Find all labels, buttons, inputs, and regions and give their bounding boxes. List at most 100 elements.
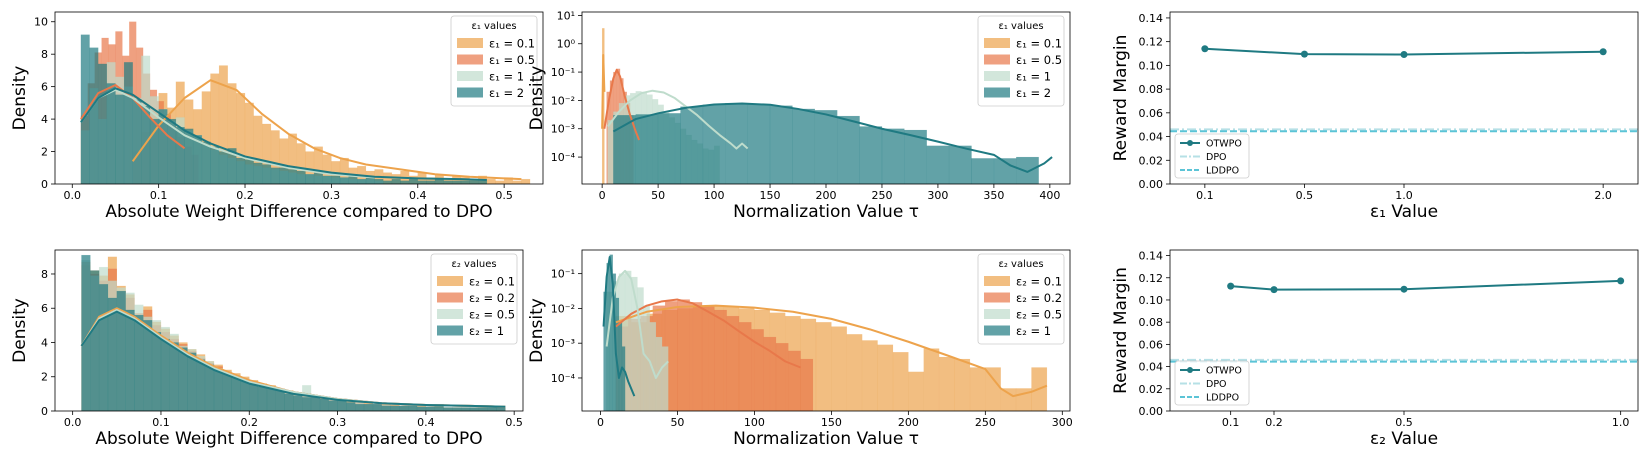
panel-f-plot-area: [1170, 277, 1638, 363]
x-tick-label: 1.0: [1395, 189, 1413, 202]
kde-line-2: [80, 87, 487, 181]
panel-f-x-ticks: 0.1 0.2 0.5 1.0: [1222, 411, 1629, 429]
panel-e-x-ticks: 0 50 100 150 200 250 300: [597, 411, 1073, 429]
legend-swatch-0-5: [457, 54, 483, 65]
hist-bar: [443, 180, 453, 184]
hist-bar: [661, 346, 669, 411]
y-tick-label: 0.10: [1139, 59, 1164, 72]
y-tick-label: 6: [41, 302, 48, 315]
panel-d-plot-area: [80, 254, 506, 411]
hist-bar: [512, 180, 522, 184]
hist-bar: [288, 169, 298, 184]
hist-bar: [210, 146, 220, 184]
series-2-bars: [613, 102, 1039, 184]
panel-c-x-ticks: 0.1 0.5 1.0 2.0: [1196, 184, 1612, 202]
kde-line-0-1: [131, 79, 522, 181]
legend-label-0-1: ε₁ = 0.1: [1016, 37, 1062, 51]
hist-bar: [969, 367, 986, 411]
y-tick-label: 0.12: [1139, 36, 1164, 49]
x-tick-label: 0.3: [329, 416, 347, 429]
legend-marker-otwpo: [1187, 140, 1193, 146]
hist-bar: [788, 350, 801, 411]
y-tick-label: 4: [41, 336, 48, 349]
hist-bar: [452, 407, 462, 411]
hist-bar: [971, 158, 995, 184]
panel-f-legend: OTWPO DPO LDDPO: [1174, 360, 1250, 406]
y-tick-label: 0.02: [1139, 154, 1164, 167]
panel-b-y-ticks: 10⁻⁴ 10⁻³ 10⁻² 10⁻¹ 10⁰ 10¹: [551, 9, 582, 164]
y-tick-label: 10: [34, 16, 48, 29]
y-tick-label: 10⁻¹: [551, 268, 575, 281]
otwpo-point: [1300, 50, 1308, 58]
x-tick-label: 100: [744, 416, 765, 429]
hist-bar: [365, 177, 375, 184]
legend-title: ε₁ values: [471, 21, 516, 32]
x-tick-label: 0.0: [64, 189, 82, 202]
hist-bar: [257, 386, 268, 411]
hist-bar: [319, 398, 329, 411]
otwpo-point: [1400, 50, 1408, 58]
hist-bar: [175, 127, 185, 184]
hist-bar: [97, 63, 108, 184]
hist-bar: [244, 159, 254, 184]
hist-bar: [487, 407, 497, 411]
x-tick-label: 0.4: [409, 189, 427, 202]
hist-bar: [521, 178, 531, 184]
panel-f: 0.1 0.2 0.5 1.0 0.00 0.02 0.04 0.06 0.08 0.10 0.12…: [1111, 250, 1639, 449]
panel-c-legend: OTWPO DPO LDDPO: [1174, 133, 1250, 179]
panel-a: 0.0 0.1 0.2 0.3 0.4 0.5 0 2 4 6 8 10 Absolute Weight…: [10, 11, 544, 222]
hist-bar: [236, 157, 246, 184]
hist-bar: [881, 128, 905, 184]
hist-bar: [275, 390, 285, 411]
y-tick-label: 10⁻³: [551, 123, 575, 136]
panel-e-axes-frame: [581, 249, 1071, 412]
hist-bar: [262, 164, 272, 184]
y-axis-label: Density: [10, 298, 30, 363]
x-tick-label: 50: [670, 416, 684, 429]
y-tick-label: 2: [41, 146, 48, 159]
kde-line-1: [602, 256, 636, 397]
hist-bar: [495, 180, 505, 184]
y-axis-label: Density: [527, 66, 547, 131]
x-axis-label: Absolute Weight Difference compared to D…: [105, 202, 492, 222]
hist-bar: [134, 314, 144, 411]
x-tick-label: 200: [816, 189, 837, 202]
y-tick-label: 10¹: [557, 9, 575, 22]
legend-label-0-5: ε₂ = 0.5: [469, 308, 515, 322]
hist-bar: [478, 407, 488, 411]
y-tick-label: 2: [41, 371, 48, 384]
hist-bar: [938, 356, 955, 411]
hist-bar: [125, 309, 135, 411]
legend-label-0-5: ε₂ = 0.5: [1016, 308, 1062, 322]
hist-bar: [800, 358, 814, 411]
legend-label-2: ε₁ = 2: [489, 86, 524, 100]
x-tick-label: 250: [975, 416, 996, 429]
panel-b-legend: ε₁ values ε₁ = 0.1 ε₁ = 0.5 ε₁ = 1 ε₁ = 2: [977, 15, 1065, 107]
legend-title: ε₁ values: [998, 21, 1043, 32]
hist-bar: [877, 344, 894, 411]
legend-label-1: ε₂ = 1: [469, 324, 504, 338]
hist-bar: [363, 403, 374, 411]
hist-bar: [701, 305, 715, 411]
otwpo-point: [1599, 48, 1607, 56]
hist-bar: [279, 167, 289, 184]
x-tick-label: 0.1: [1222, 416, 1240, 429]
hist-bar: [702, 104, 726, 184]
legend-box: [1174, 133, 1250, 179]
hist-bar: [390, 405, 400, 411]
legend-label-0-2: ε₂ = 0.2: [1016, 291, 1062, 305]
hist-bar: [769, 105, 793, 184]
hist-bar: [747, 104, 771, 184]
hist-bar: [892, 352, 909, 411]
y-tick-label: 6: [41, 81, 48, 94]
x-tick-label: 0.1: [1196, 189, 1214, 202]
legend-swatch-1: [457, 71, 483, 81]
x-tick-label: 0: [597, 416, 604, 429]
panel-d-legend: ε₂ values ε₂ = 0.1 ε₂ = 0.2 ε₂ = 0.5 ε₂ = 1: [430, 253, 518, 345]
hist-bar: [469, 180, 479, 184]
hist-bar: [284, 393, 294, 411]
legend-swatch-0-2: [437, 292, 463, 303]
x-tick-label: 250: [871, 189, 892, 202]
otwpo-line: [1204, 47, 1604, 56]
